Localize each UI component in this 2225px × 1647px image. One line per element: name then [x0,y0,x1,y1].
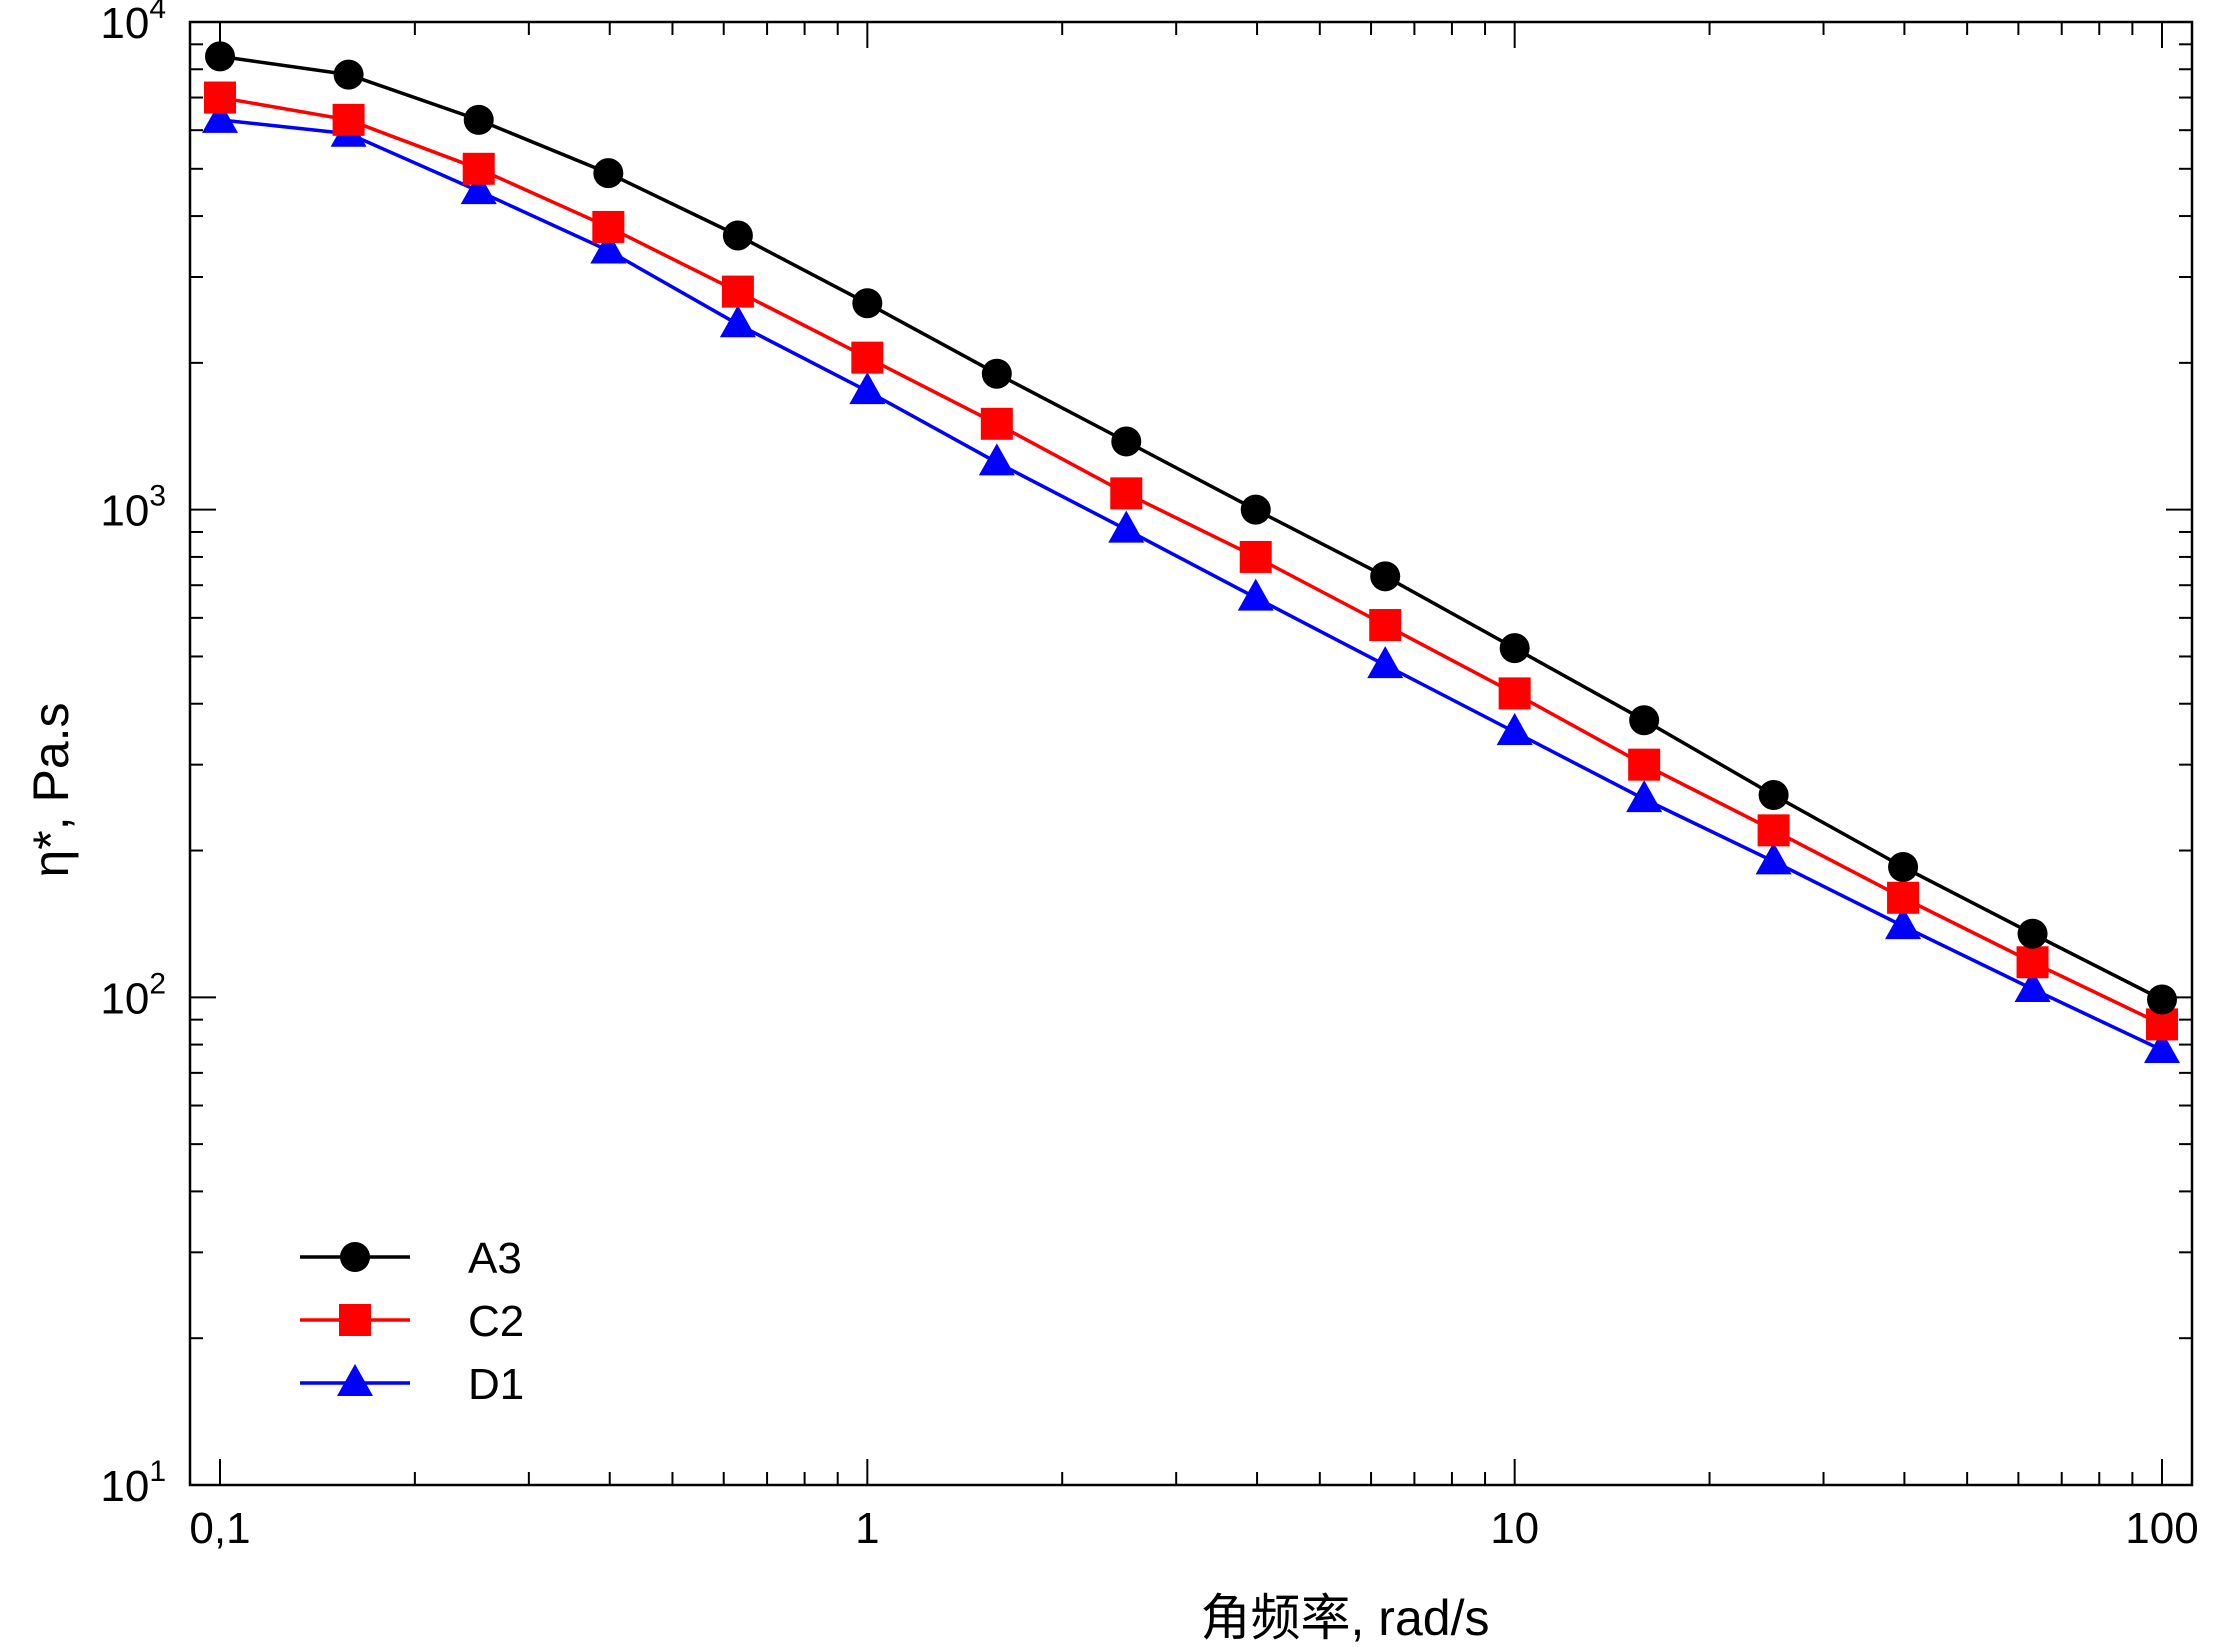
series-D1 [202,100,2180,1063]
data-point-A3 [852,288,883,319]
data-point-D1 [978,443,1015,476]
data-point-D1 [1108,510,1145,543]
series-A3 [205,41,2177,1015]
data-point-A3 [2147,984,2177,1015]
data-point-C2 [1239,540,1272,573]
y-tick-exponent: 4 [149,0,166,25]
data-point-A3 [333,59,364,90]
data-point-A3 [1370,561,1401,592]
series-C2 [204,81,2178,1041]
data-point-D1 [202,100,238,133]
y-tick-label: 103 [100,480,166,536]
data-point-D1 [1496,713,1533,746]
data-point-C2 [980,407,1013,440]
x-tick-label: 100 [2125,1504,2198,1553]
data-point-C2 [721,275,754,308]
data-point-A3 [205,41,235,72]
y-tick-label: 101 [100,1455,166,1511]
y-tick-label: 104 [100,0,166,48]
series-line-C2 [219,95,2163,1026]
legend: A3 C2 D1 [300,1234,524,1409]
data-point-D1 [460,172,497,205]
x-axis-title: 角频率, rad/s [1201,1590,1490,1646]
x-tick-label: 10 [1490,1504,1539,1553]
data-point-C2 [1369,609,1402,642]
data-point-C2 [1757,814,1790,847]
data-point-D1 [1367,646,1404,679]
data-point-C2 [204,81,236,114]
data-point-D1 [849,372,886,405]
data-point-A3 [1240,494,1271,525]
data-point-C2 [1887,881,1920,914]
y-tick-label: 102 [100,967,166,1023]
legend-marker-A3 [340,1242,370,1272]
legend-marker-C2 [339,1304,371,1336]
data-point-C2 [851,341,884,374]
y-axis-title: η*, Pa.s [23,702,79,877]
data-point-C2 [592,210,625,243]
data-point-D1 [1626,780,1663,813]
y-tick-exponent: 3 [149,480,166,513]
x-tick-label: 0,1 [189,1504,250,1553]
data-point-A3 [722,220,753,251]
legend-label-C2: C2 [468,1297,524,1346]
data-point-D1 [719,305,756,338]
data-point-D1 [590,231,627,264]
data-point-A3 [1758,779,1789,810]
data-point-C2 [2016,946,2049,979]
data-point-A3 [1111,426,1142,457]
data-point-A3 [1499,633,1530,664]
data-point-A3 [981,358,1012,389]
legend-label-D1: D1 [468,1360,524,1409]
data-point-C2 [462,152,495,185]
data-point-C2 [1110,477,1143,510]
data-point-D1 [1755,842,1792,875]
y-tick-base: 10 [100,1462,149,1511]
data-point-A3 [463,104,494,135]
data-point-C2 [1498,677,1531,710]
series-line-A3 [219,54,2163,1002]
series-layer [202,41,2180,1063]
plot-frame [188,20,2194,1487]
data-point-A3 [593,158,624,189]
data-point-D1 [2144,1030,2180,1063]
series-line-D1 [219,118,2163,1052]
y-tick-base: 10 [100,487,149,536]
legend-label-A3: A3 [468,1234,522,1283]
data-point-D1 [1885,907,1922,940]
y-tick-base: 10 [100,0,149,48]
data-point-A3 [2017,918,2048,949]
legend-marker-D1 [337,1364,373,1396]
data-point-A3 [1888,852,1919,883]
data-point-C2 [332,103,365,136]
data-point-C2 [1628,748,1661,781]
data-point-D1 [1237,578,1274,611]
data-point-D1 [2014,970,2051,1003]
y-tick-exponent: 2 [149,967,166,1000]
y-tick-base: 10 [100,974,149,1023]
x-tick-label: 1 [855,1504,879,1553]
y-tick-exponent: 1 [149,1455,166,1488]
data-point-A3 [1629,705,1660,736]
